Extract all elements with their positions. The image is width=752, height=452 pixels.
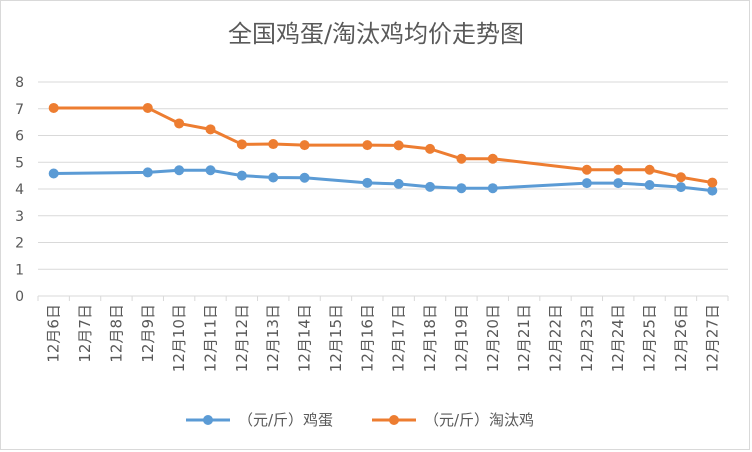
x-tick-label: 12月9日 xyxy=(139,304,157,363)
data-point xyxy=(236,139,247,150)
y-tick-label: 7 xyxy=(15,102,24,118)
data-point xyxy=(142,167,153,178)
data-point xyxy=(48,102,59,113)
data-point xyxy=(613,178,624,189)
data-point xyxy=(707,185,718,196)
data-point xyxy=(205,165,216,176)
data-point xyxy=(362,177,373,188)
x-tick-label: 12月22日 xyxy=(547,304,565,372)
data-point xyxy=(581,164,592,175)
x-tick-label: 12月27日 xyxy=(703,304,721,372)
data-point xyxy=(174,165,185,176)
y-tick-label: 3 xyxy=(15,209,24,225)
data-point xyxy=(362,140,373,151)
y-tick-label: 1 xyxy=(15,262,24,278)
x-tick-label: 12月23日 xyxy=(578,304,596,372)
legend-marker xyxy=(389,415,399,425)
data-point xyxy=(299,172,310,183)
data-point xyxy=(268,172,279,183)
chart-title: 全国鸡蛋/淘汰鸡均价走势图 xyxy=(227,20,525,48)
x-tick-label: 12月10日 xyxy=(170,304,188,372)
y-tick-label: 5 xyxy=(15,155,24,171)
data-point xyxy=(425,143,436,154)
y-tick-label: 8 xyxy=(15,75,24,91)
x-tick-label: 12月17日 xyxy=(390,304,408,372)
x-tick-label: 12月16日 xyxy=(358,304,376,372)
data-point xyxy=(644,164,655,175)
data-point xyxy=(236,170,247,181)
x-tick-label: 12月21日 xyxy=(515,304,533,372)
legend-label: （元/斤）鸡蛋 xyxy=(238,411,333,429)
x-tick-label: 12月13日 xyxy=(264,304,282,372)
x-tick-label: 12月24日 xyxy=(609,304,627,372)
x-tick-label: 12月26日 xyxy=(672,304,690,372)
data-point xyxy=(393,140,404,151)
x-tick-label: 12月11日 xyxy=(202,304,220,372)
y-tick-label: 2 xyxy=(15,236,24,252)
data-point xyxy=(142,102,153,113)
data-point xyxy=(268,139,279,150)
x-tick-label: 12月18日 xyxy=(421,304,439,372)
x-tick-label: 12月8日 xyxy=(107,304,125,363)
legend-marker xyxy=(203,415,213,425)
data-point xyxy=(675,172,686,183)
x-tick-label: 12月6日 xyxy=(45,304,63,363)
data-point xyxy=(299,140,310,151)
data-point xyxy=(613,164,624,175)
data-point xyxy=(425,181,436,192)
data-point xyxy=(487,153,498,164)
y-tick-label: 6 xyxy=(15,129,24,145)
x-tick-label: 12月14日 xyxy=(296,304,314,372)
data-point xyxy=(174,118,185,129)
legend-label: （元/斤）淘汰鸡 xyxy=(424,411,534,429)
data-point xyxy=(48,168,59,179)
y-tick-label: 0 xyxy=(15,289,24,305)
y-tick-label: 4 xyxy=(15,182,24,198)
data-point xyxy=(581,178,592,189)
data-point xyxy=(456,153,467,164)
x-tick-label: 12月25日 xyxy=(641,304,659,372)
data-point xyxy=(707,177,718,188)
x-tick-label: 12月12日 xyxy=(233,304,251,372)
data-point xyxy=(487,183,498,194)
data-point xyxy=(393,178,404,189)
data-point xyxy=(456,183,467,194)
x-tick-label: 12月7日 xyxy=(76,304,94,363)
data-point xyxy=(644,179,655,190)
data-point xyxy=(205,124,216,135)
x-tick-label: 12月19日 xyxy=(452,304,470,372)
x-tick-label: 12月15日 xyxy=(327,304,345,372)
x-tick-label: 12月20日 xyxy=(484,304,502,372)
data-point xyxy=(675,182,686,193)
